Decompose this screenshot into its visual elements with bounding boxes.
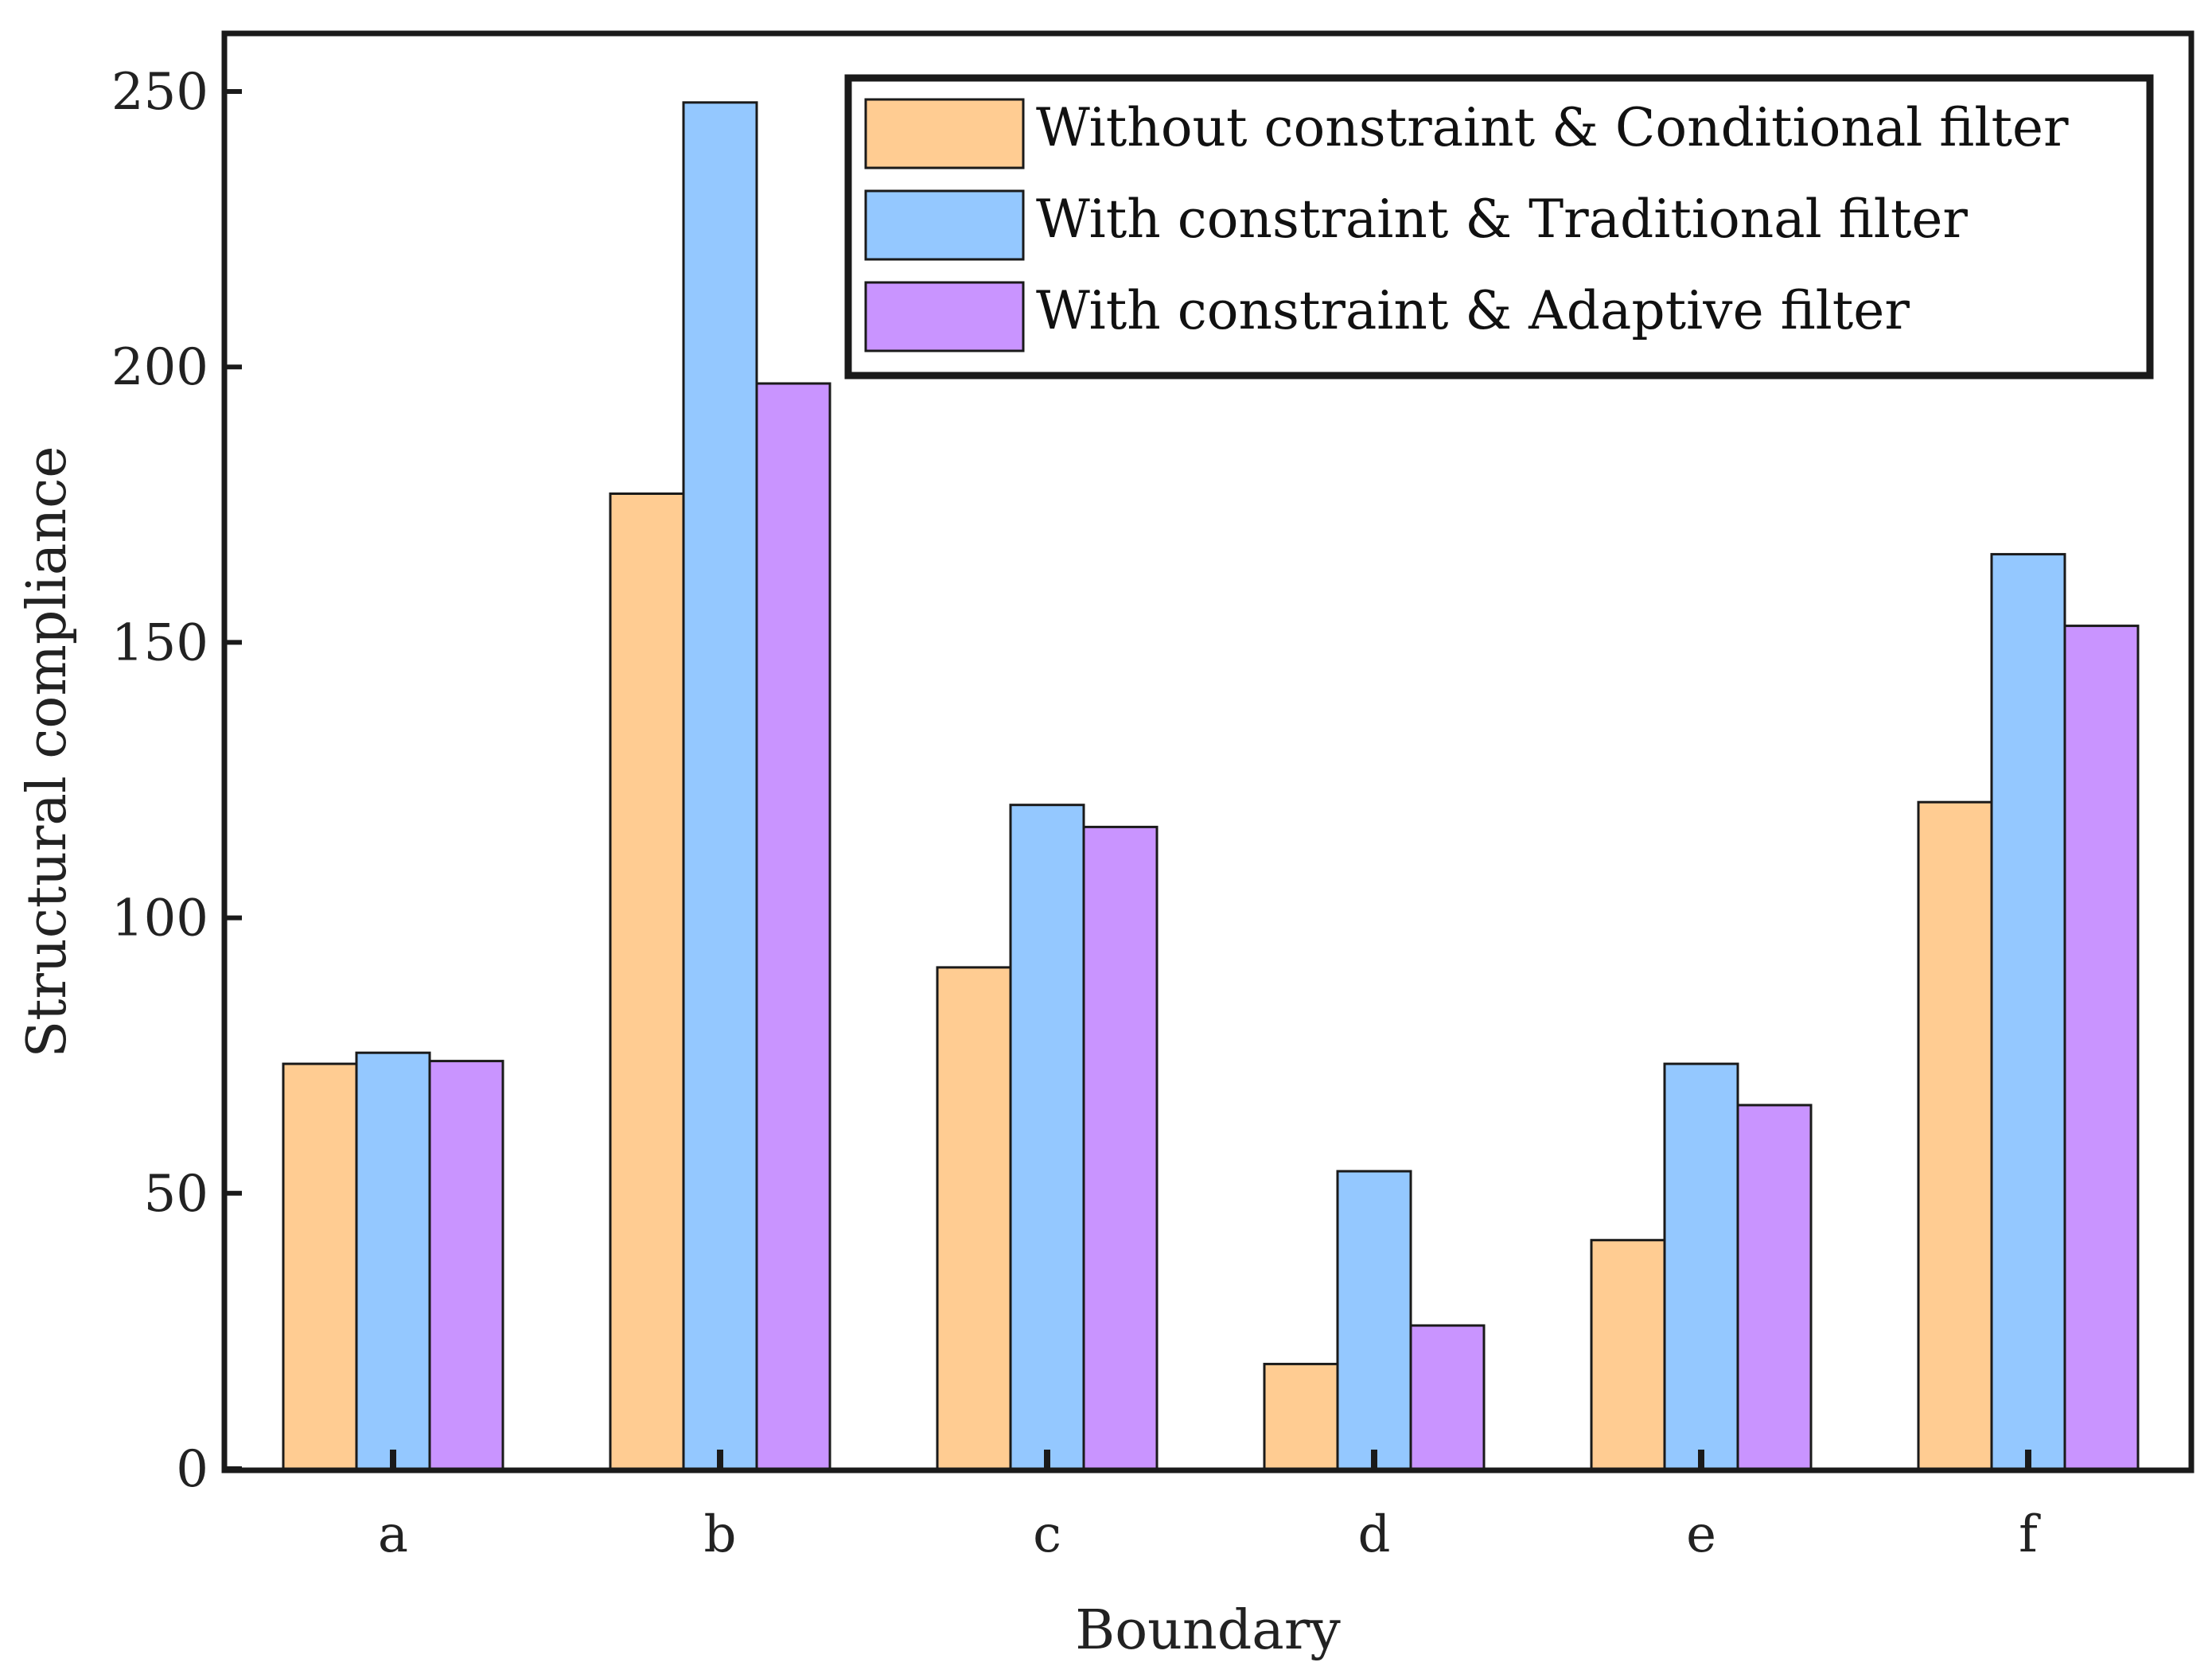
- x-tick-label-b: b: [704, 1505, 737, 1564]
- x-tick-label-e: e: [1686, 1505, 1716, 1564]
- legend-swatch-traditional: [864, 189, 1025, 261]
- y-axis-ticks: 0 50 100 150 200 250: [111, 63, 242, 1499]
- bar-a-series-1: [282, 1062, 358, 1470]
- bar-a-series-2: [355, 1051, 431, 1470]
- x-tick-label-f: f: [2019, 1505, 2041, 1564]
- legend-frame: [844, 74, 2154, 380]
- bar-b-series-3: [755, 382, 831, 1470]
- legend-swatch-adaptive: [864, 281, 1025, 352]
- y-tick-label: 100: [111, 889, 208, 948]
- legend-swatch-conditional: [864, 98, 1025, 169]
- bar-c-series-1: [936, 966, 1012, 1470]
- bar-c-series-2: [1009, 804, 1085, 1470]
- x-axis-ticks: a b c d e f: [378, 1450, 2041, 1564]
- bar-a-series-3: [428, 1060, 504, 1470]
- y-tick-label: 200: [111, 338, 208, 397]
- bar-e-series-2: [1663, 1062, 1739, 1470]
- x-tick-label-d: d: [1358, 1505, 1391, 1564]
- bar-d-series-2: [1336, 1170, 1412, 1470]
- bar-b-series-1: [609, 492, 685, 1470]
- bar-f-series-2: [1990, 553, 2066, 1470]
- y-tick-label: 0: [176, 1440, 208, 1499]
- legend-label-traditional: With constraint & Traditional filter: [1036, 189, 1968, 250]
- bar-b-series-2: [682, 101, 758, 1470]
- bar-c-series-3: [1082, 825, 1159, 1470]
- x-tick-label-c: c: [1033, 1505, 1061, 1564]
- legend: Without constraint & Conditional filter …: [844, 74, 2154, 380]
- bar-d-series-1: [1263, 1362, 1339, 1470]
- bar-e-series-3: [1736, 1104, 1813, 1470]
- y-tick-label: 150: [111, 613, 208, 672]
- legend-label-conditional: Without constraint & Conditional filter: [1036, 97, 2069, 158]
- bar-e-series-1: [1590, 1239, 1666, 1470]
- legend-label-adaptive: With constraint & Adaptive filter: [1036, 280, 1910, 341]
- bar-f-series-1: [1917, 800, 1993, 1470]
- y-tick-label: 250: [111, 63, 208, 122]
- plot-area-frame: [221, 30, 2194, 1473]
- x-axis-title: Boundary: [1075, 1599, 1341, 1662]
- y-tick-label: 50: [144, 1165, 208, 1224]
- y-axis-title: Structural compliance: [16, 446, 79, 1057]
- bar-f-series-3: [2063, 625, 2140, 1470]
- bar-d-series-3: [1409, 1324, 1486, 1470]
- x-tick-label-a: a: [378, 1505, 408, 1564]
